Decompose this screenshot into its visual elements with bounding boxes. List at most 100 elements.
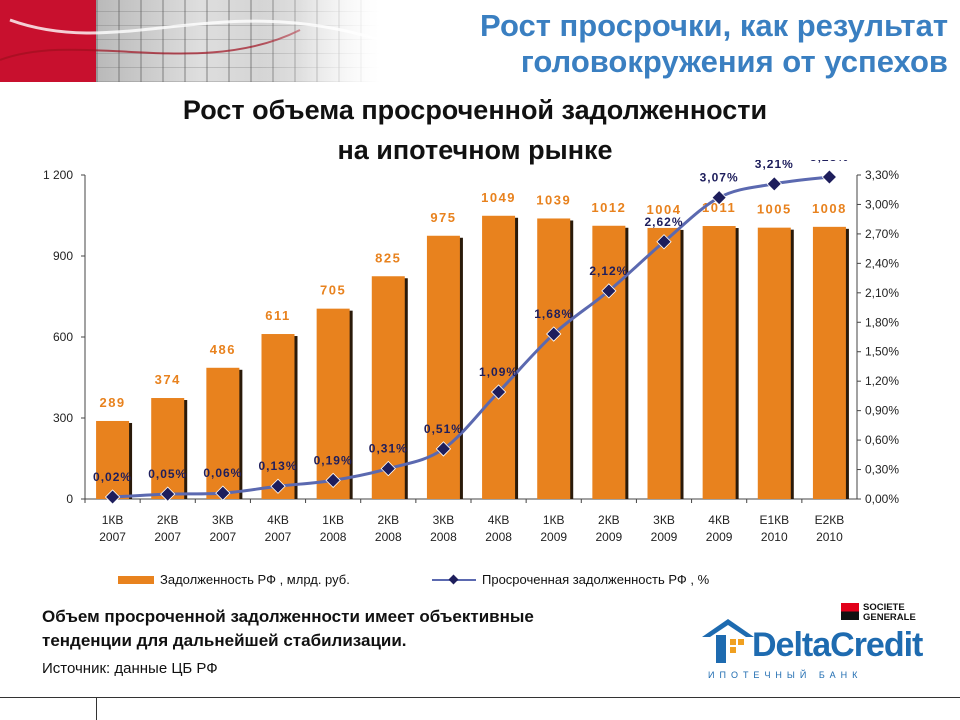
line-point xyxy=(711,189,727,206)
left-tick-label: 300 xyxy=(53,411,73,425)
legend-line-label: Просроченная задолженность РФ , % xyxy=(482,572,710,587)
conclusion-text: Объем просроченной задолженности имеет о… xyxy=(42,605,682,653)
bar xyxy=(812,226,846,499)
legend-bar-label: Задолженность РФ , млрд. руб. xyxy=(160,572,350,587)
conclusion-line2: тенденции для дальнейшей стабилизации. xyxy=(42,631,407,650)
bar xyxy=(702,226,736,499)
line-point xyxy=(160,486,176,502)
line-point xyxy=(215,485,231,501)
bar-value-label: 705 xyxy=(320,283,346,298)
line-value-label: 0,05% xyxy=(148,467,187,481)
bar-value-label: 374 xyxy=(155,372,181,387)
combo-chart: 0 300 600 900 1 200 0,00% 0,30% 0,60% 0,90% 1,20%… xyxy=(43,160,899,544)
right-tick-label: 3,00% xyxy=(865,197,899,211)
line-value-label: 1,09% xyxy=(479,365,518,379)
source-note: Источник: данные ЦБ РФ xyxy=(42,660,218,677)
bar xyxy=(647,227,681,500)
x-tick-label: 3КВ 2007 xyxy=(210,513,237,544)
bar-value-label: 289 xyxy=(99,395,125,410)
bar-value-label: 1008 xyxy=(812,201,847,216)
bar-value-label: 611 xyxy=(265,308,290,323)
line-point xyxy=(325,472,341,488)
bar xyxy=(426,235,460,499)
slide-title-line1: Рост просрочки, как результат xyxy=(480,8,948,43)
bar xyxy=(261,334,295,499)
overdue-line xyxy=(112,175,830,499)
x-tick-label: 1КВ 2008 xyxy=(320,513,347,544)
right-tick-label: 0,00% xyxy=(865,492,899,506)
line-value-label: 3,07% xyxy=(700,171,739,185)
legend-bar-swatch xyxy=(118,575,154,584)
left-tick-label: 0 xyxy=(66,492,73,506)
legend-item-bar: Задолженность РФ , млрд. руб. xyxy=(118,572,350,587)
left-tick-label: 600 xyxy=(53,330,73,344)
bar xyxy=(96,420,130,499)
chart-title-line1: Рост объема просроченной задолженности xyxy=(182,95,768,125)
line-value-label: 0,19% xyxy=(314,453,353,467)
line-value-label: 0,51% xyxy=(424,422,463,436)
legend-item-line: Просроченная задолженность РФ , % xyxy=(432,572,709,587)
x-tick-label: 2КВ 2008 xyxy=(375,513,402,544)
x-tick-label: 1КВ 2007 xyxy=(99,513,126,544)
sg-line2: GENERALE xyxy=(863,612,916,623)
x-tick-label: 2КВ 2007 xyxy=(154,513,181,544)
bar xyxy=(482,215,516,499)
bar-value-label: 975 xyxy=(430,210,456,225)
x-tick-label: Е2КВ 2010 xyxy=(815,513,845,544)
line-value-label: 0,13% xyxy=(258,459,297,473)
slide-title: Рост просрочки, как результат головокруж… xyxy=(348,8,948,80)
line-value-label: 1,68% xyxy=(534,307,573,321)
bar xyxy=(757,227,791,499)
deltacredit-name: DeltaCredit xyxy=(752,626,923,664)
x-tick-label: 1КВ 2009 xyxy=(540,513,567,544)
societe-generale-mark-icon xyxy=(841,603,859,620)
x-tick-label: 4КВ 2008 xyxy=(485,513,512,544)
right-tick-label: 0,60% xyxy=(865,433,899,447)
sg-line1: SOCIETE xyxy=(863,602,905,613)
line-point xyxy=(766,176,782,192)
bar-value-label: 1005 xyxy=(757,202,792,217)
footer-divider xyxy=(0,697,960,698)
line-point xyxy=(104,489,121,505)
bar-value-label: 825 xyxy=(375,250,401,265)
bar-value-label: 1039 xyxy=(536,192,571,207)
slide-title-line2: головокружения от успехов xyxy=(520,44,948,79)
bar xyxy=(151,398,185,499)
right-tick-label: 1,20% xyxy=(865,374,899,388)
line-value-label: 2,12% xyxy=(589,264,628,278)
deltacredit-tagline: ИПОТЕЧНЫЙ БАНК xyxy=(708,670,863,680)
x-tick-label: 4КВ 2009 xyxy=(706,513,733,544)
right-tick-label: 2,70% xyxy=(865,227,899,241)
line-value-label: 3,28% xyxy=(810,160,849,164)
line-value-label: 0,06% xyxy=(203,466,242,480)
right-tick-label: 3,30% xyxy=(865,168,899,182)
line-point xyxy=(656,234,672,250)
header-photo xyxy=(0,0,380,82)
bar-value-label: 486 xyxy=(210,342,236,357)
line-value-label: 0,02% xyxy=(93,470,132,484)
chart-title-line2: на ипотечном рынке xyxy=(337,135,613,165)
deltacredit-house-icon xyxy=(702,619,754,663)
line-point xyxy=(380,460,396,477)
chart-title: Рост объема просроченной задолженности н… xyxy=(80,90,870,170)
right-tick-label: 1,50% xyxy=(865,345,899,359)
line-value-label: 0,31% xyxy=(369,442,408,456)
bar xyxy=(537,218,571,499)
line-point xyxy=(490,384,507,400)
line-point xyxy=(270,478,286,494)
bar-value-label: 1012 xyxy=(591,200,626,215)
x-tick-label: 3КВ 2008 xyxy=(430,513,457,544)
bar-value-label: 1004 xyxy=(647,202,682,217)
line-value-label: 2,62% xyxy=(644,215,683,229)
left-tick-label: 1 200 xyxy=(43,168,73,182)
bar xyxy=(206,367,240,499)
x-tick-label: 4КВ 2007 xyxy=(265,513,292,544)
bar-value-label: 1049 xyxy=(481,190,516,205)
line-point xyxy=(601,283,617,299)
right-tick-label: 0,90% xyxy=(865,404,899,418)
line-point xyxy=(546,326,562,342)
right-tick-label: 1,80% xyxy=(865,315,899,329)
societe-generale-logo: SOCIETE GENERALE xyxy=(841,603,916,623)
x-tick-label: Е1КВ 2010 xyxy=(759,513,789,544)
header-photo-fade xyxy=(260,0,380,82)
